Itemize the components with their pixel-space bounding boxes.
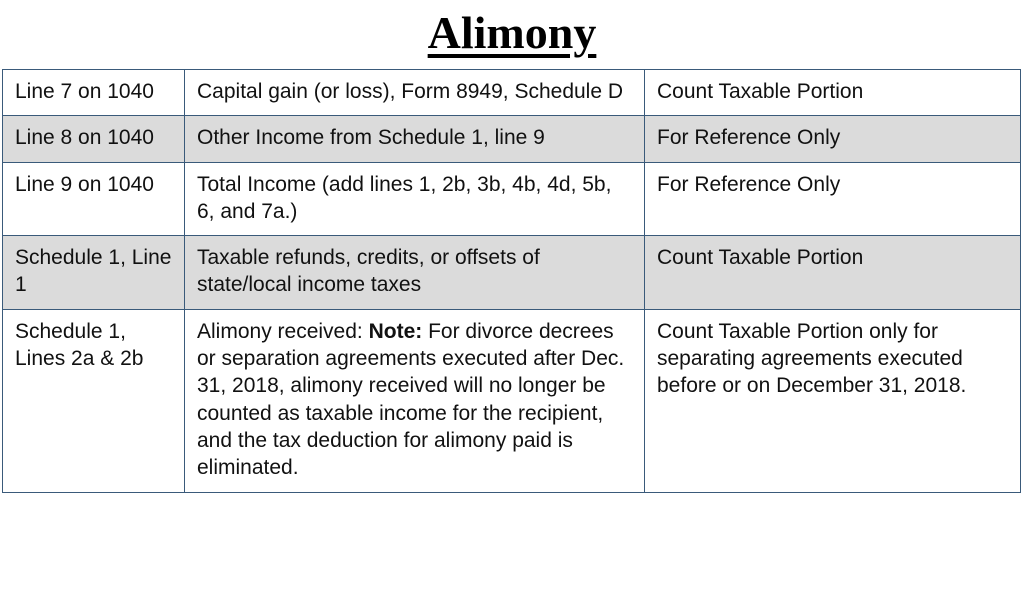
bold-note-label: Note:	[369, 320, 423, 343]
table-row: Line 9 on 1040 Total Income (add lines 1…	[3, 162, 1021, 236]
table-cell: Count Taxable Portion only for separatin…	[645, 309, 1021, 492]
alimony-table: Line 7 on 1040Capital gain (or loss), Fo…	[2, 69, 1021, 493]
table-cell: For Reference Only	[645, 162, 1021, 236]
table-cell: Schedule 1, Line 1	[3, 236, 185, 310]
page-title: Alimony	[0, 0, 1024, 69]
table-cell: Other Income from Schedule 1, line 9	[185, 116, 645, 162]
table-row: Schedule 1, Lines 2a & 2bAlimony receive…	[3, 309, 1021, 492]
table-cell: Capital gain (or loss), Form 8949, Sched…	[185, 70, 645, 116]
table-body: Line 7 on 1040Capital gain (or loss), Fo…	[3, 70, 1021, 493]
table-cell: Taxable refunds, credits, or offsets of …	[185, 236, 645, 310]
table-row: Line 8 on 1040 Other Income from Schedul…	[3, 116, 1021, 162]
table-row: Line 7 on 1040Capital gain (or loss), Fo…	[3, 70, 1021, 116]
table-cell: For Reference Only	[645, 116, 1021, 162]
table-row: Schedule 1, Line 1Taxable refunds, credi…	[3, 236, 1021, 310]
table-cell: Line 8 on 1040	[3, 116, 185, 162]
table-cell: Total Income (add lines 1, 2b, 3b, 4b, 4…	[185, 162, 645, 236]
table-cell: Count Taxable Portion	[645, 70, 1021, 116]
table-cell: Count Taxable Portion	[645, 236, 1021, 310]
table-cell: Line 9 on 1040	[3, 162, 185, 236]
table-cell: Alimony received: Note: For divorce decr…	[185, 309, 645, 492]
table-cell: Line 7 on 1040	[3, 70, 185, 116]
table-cell: Schedule 1, Lines 2a & 2b	[3, 309, 185, 492]
